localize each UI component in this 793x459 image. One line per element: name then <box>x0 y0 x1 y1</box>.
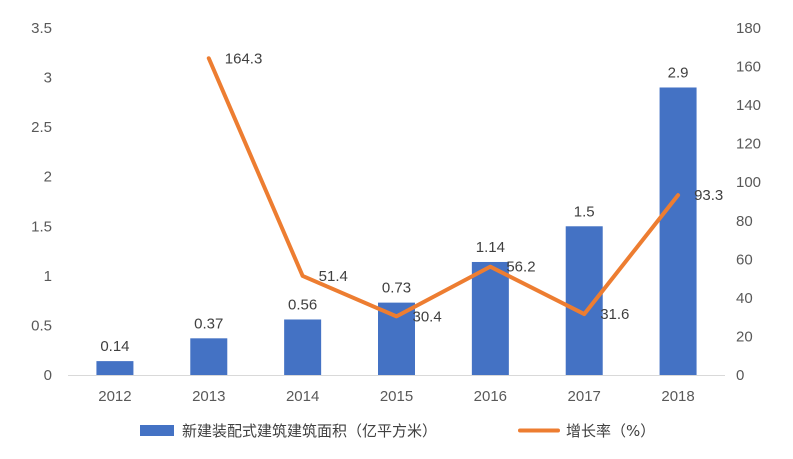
x-axis-category-label: 2014 <box>286 388 319 405</box>
right-axis-tick-label: 180 <box>736 20 761 37</box>
bar-data-labels: 0.14 0.37 0.56 0.73 1.14 1.5 2.9 <box>100 64 688 355</box>
left-axis-ticks: 0 0.5 1 1.5 2 2.5 3 3.5 <box>31 20 52 384</box>
x-axis-category-label: 2013 <box>192 388 225 405</box>
left-axis-tick-label: 0 <box>44 367 52 384</box>
right-axis-tick-label: 120 <box>736 136 761 153</box>
left-axis-tick-label: 2 <box>44 169 52 186</box>
bar <box>378 302 415 375</box>
right-axis-tick-label: 100 <box>736 174 761 191</box>
right-axis-tick-label: 140 <box>736 97 761 114</box>
bar-data-label: 2.9 <box>668 64 689 81</box>
left-axis-tick-label: 3.5 <box>31 20 52 37</box>
bar-data-label: 1.14 <box>476 239 505 256</box>
x-axis-category-label: 2018 <box>661 388 694 405</box>
x-axis-category-labels: 2012 2013 2014 2015 2016 2017 2018 <box>98 388 695 405</box>
bar-data-label: 0.14 <box>100 338 129 355</box>
bar <box>471 261 509 375</box>
line-data-label: 164.3 <box>225 50 263 67</box>
bar <box>284 319 322 375</box>
bar <box>190 338 228 375</box>
left-axis-tick-label: 3 <box>44 70 52 87</box>
x-axis-category-label: 2016 <box>474 388 507 405</box>
bar <box>659 87 697 375</box>
bar-series <box>96 87 697 375</box>
legend-label-bar: 新建装配式建筑建筑面积（亿平方米） <box>182 422 437 440</box>
legend-label-line: 增长率（%） <box>566 422 655 440</box>
bar-data-label: 0.73 <box>382 280 411 297</box>
line-data-labels: 164.3 51.4 30.4 56.2 31.6 93.3 <box>225 50 723 325</box>
x-axis-category-label: 2012 <box>98 388 131 405</box>
left-axis-tick-label: 1 <box>44 268 52 285</box>
left-axis-tick-label: 0.5 <box>31 317 52 334</box>
right-axis-tick-label: 20 <box>736 328 753 345</box>
right-axis-tick-label: 80 <box>736 213 753 230</box>
line-data-label: 30.4 <box>413 308 442 325</box>
right-axis-tick-label: 160 <box>736 59 761 76</box>
left-axis-tick-label: 2.5 <box>31 119 52 136</box>
legend-swatch-bar <box>140 425 174 436</box>
x-axis-category-label: 2015 <box>380 388 413 405</box>
legend: 新建装配式建筑建筑面积（亿平方米） 增长率（%） <box>140 422 655 440</box>
right-axis-tick-label: 0 <box>736 367 744 384</box>
bar-data-label: 0.56 <box>288 296 317 313</box>
line-data-label: 93.3 <box>694 187 723 204</box>
growth-rate-line <box>206 56 681 319</box>
line-data-label: 31.6 <box>600 306 629 323</box>
line-data-label: 51.4 <box>319 268 348 285</box>
bar-data-label: 0.37 <box>194 315 223 332</box>
bar-data-label: 1.5 <box>574 203 595 220</box>
right-axis-tick-label: 40 <box>736 290 753 307</box>
line-data-label: 56.2 <box>506 259 535 276</box>
x-axis-category-label: 2017 <box>568 388 601 405</box>
right-axis-tick-label: 60 <box>736 251 753 268</box>
bar <box>96 361 134 375</box>
left-axis-tick-label: 1.5 <box>31 218 52 235</box>
right-axis-ticks: 0 20 40 60 80 100 120 140 160 180 <box>736 20 761 384</box>
